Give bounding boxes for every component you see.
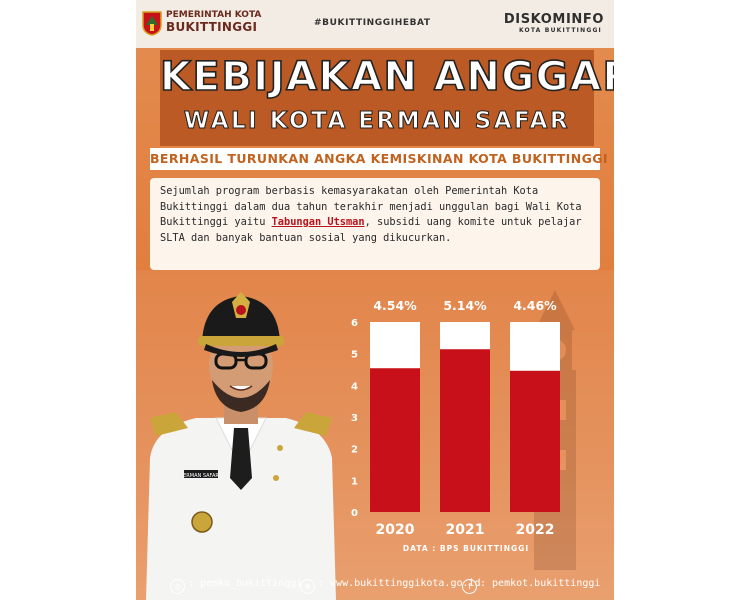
- title-banner: KEBIJAKAN ANGGARAN WALI KOTA ERMAN SAFAR: [159, 50, 614, 146]
- poverty-rate-chart: 0 1 2 3 4 5 6 4.54% 2020 5.14% 2021 4.46% 2022 DATA :…: [351, 298, 560, 553]
- gov-name-line2: BUKITTINGGI: [166, 20, 258, 34]
- subtitle: BERHASIL TURUNKAN ANGKA KEMISKINAN KOTA …: [150, 151, 608, 166]
- data-source: DATA : BPS BUKITTINGGI: [403, 544, 529, 553]
- instagram-handle: : pemko_bukittinggi: [188, 578, 303, 589]
- footer: ◎: pemko_bukittinggi ⊕: www.bukittinggik…: [136, 568, 614, 600]
- y-tick-label: 5: [351, 350, 358, 361]
- name-tag: ERMAN SAFAR: [183, 473, 219, 479]
- bar-2022: [510, 370, 560, 512]
- category-label-2020: 2020: [376, 522, 415, 538]
- hashtag: #BUKITTINGGIHEBAT: [314, 18, 431, 28]
- facebook-handle: : pemkot.bukittinggi: [480, 578, 601, 589]
- program-highlight: Tabungan Utsman: [271, 216, 365, 228]
- y-tick-label: 4: [351, 381, 358, 392]
- title-line2: WALI KOTA ERMAN SAFAR: [183, 108, 571, 135]
- title-line1: KEBIJAKAN ANGGARAN: [159, 53, 614, 101]
- website-url: : www.bukittinggikota.go.id: [318, 578, 481, 589]
- y-tick-label: 3: [351, 413, 358, 424]
- dept-city: KOTA BUKITTINGGI: [518, 27, 602, 34]
- globe-icon: ⊕: [300, 579, 315, 594]
- y-tick-label: 1: [351, 476, 358, 487]
- value-label-2021: 5.14%: [443, 298, 487, 313]
- facebook-icon: f: [462, 579, 477, 594]
- dept-name: DISKOMINFO: [503, 12, 604, 27]
- y-tick-label: 6: [351, 318, 358, 329]
- website-link[interactable]: ⊕: www.bukittinggikota.go.id: [300, 578, 481, 594]
- description-part1: Sejumlah program berbasis kemasyarakatan…: [160, 185, 582, 228]
- description-part2: , subsidi uang komite untuk pelajar SLTA…: [160, 216, 582, 244]
- description-text: Sejumlah program berbasis kemasyarakatan…: [160, 184, 592, 246]
- category-label-2021: 2021: [446, 522, 485, 538]
- poster: PEMERINTAH KOTA BUKITTINGGI #BUKITTINGGI…: [136, 0, 614, 600]
- header-bar: PEMERINTAH KOTA BUKITTINGGI #BUKITTINGGI…: [136, 0, 614, 48]
- value-label-2022: 4.46%: [513, 298, 557, 313]
- subtitle-banner: BERHASIL TURUNKAN ANGKA KEMISKINAN KOTA …: [150, 148, 608, 170]
- facebook-link[interactable]: f: pemkot.bukittinggi: [462, 578, 600, 594]
- bar-2021: [440, 349, 490, 512]
- instagram-icon: ◎: [170, 579, 185, 594]
- value-label-2020: 4.54%: [373, 298, 417, 313]
- mayor-portrait: ERMAN SAFAR: [146, 292, 336, 600]
- city-emblem-icon: [142, 11, 162, 36]
- instagram-link[interactable]: ◎: pemko_bukittinggi: [170, 578, 302, 594]
- y-tick-label: 2: [351, 445, 358, 456]
- category-label-2022: 2022: [516, 522, 555, 538]
- description-card: Sejumlah program berbasis kemasyarakatan…: [150, 178, 600, 270]
- bar-2020: [370, 368, 420, 512]
- gov-name-line1: PEMERINTAH KOTA: [166, 10, 262, 20]
- y-tick-label: 0: [351, 508, 358, 519]
